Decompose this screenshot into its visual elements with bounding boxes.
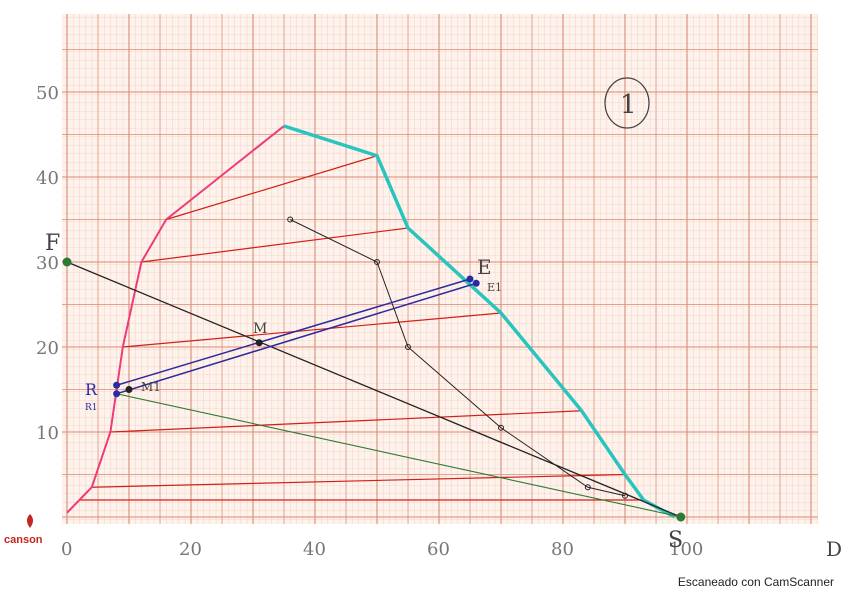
extract-branch <box>283 124 676 519</box>
tie-line <box>91 473 626 488</box>
tie-line <box>122 312 502 348</box>
x-tick-label: 40 <box>303 539 326 560</box>
x-tick-label: 100 <box>669 539 703 560</box>
feed-solvent-line <box>66 261 682 518</box>
point-F <box>62 257 72 267</box>
label-S: S <box>668 528 683 553</box>
aux-point <box>584 484 591 491</box>
auxiliary-points <box>287 216 628 499</box>
y-tick-label: 40 <box>36 168 59 189</box>
page-number: 1 <box>620 90 637 120</box>
points-layer <box>62 257 686 522</box>
canson-brand: canson <box>4 534 43 546</box>
label-E: E <box>477 255 492 279</box>
label-F: F <box>45 231 60 256</box>
point-M <box>255 339 263 347</box>
x-tick-label: 0 <box>61 539 72 560</box>
minor-grid <box>62 14 818 524</box>
point-E1 <box>472 279 480 287</box>
point-E <box>466 275 474 283</box>
y-tick-label: 20 <box>36 338 59 359</box>
y-tick-label: 50 <box>36 83 59 104</box>
label-M: M <box>253 321 267 337</box>
aux-point <box>374 259 380 265</box>
label-E1: E1 <box>487 281 502 294</box>
x-tick-label: 20 <box>179 539 202 560</box>
point-R <box>113 381 121 389</box>
x-tick-label: 60 <box>427 539 450 560</box>
r1-solvent-line <box>116 393 681 518</box>
y-tick-label: 30 <box>36 253 59 274</box>
label-M1: M1 <box>141 380 161 394</box>
scan-watermark: Escaneado con CamScanner <box>677 575 834 589</box>
axis-ticks: 0 20 40 60 80 100 10 20 30 40 50 <box>36 83 703 560</box>
label-R1: R1 <box>85 403 98 413</box>
tie-line <box>166 155 378 221</box>
major-grid <box>62 14 818 524</box>
aux-point <box>622 492 628 499</box>
tie-line <box>110 410 582 433</box>
x-tick-label: 80 <box>551 539 574 560</box>
canson-logo: canson <box>4 514 43 546</box>
y-tick-label: 10 <box>36 423 59 444</box>
raffinate-branch <box>66 125 285 514</box>
page-number-badge: 1 <box>604 77 650 129</box>
point-M1 <box>125 386 133 393</box>
point-S <box>676 512 686 522</box>
tie-line <box>141 227 409 263</box>
aux-point <box>287 216 294 223</box>
auxiliary-polyline <box>289 219 626 497</box>
operating-line-upper <box>116 278 471 386</box>
label-R: R <box>85 380 98 399</box>
label-D: D <box>826 537 842 561</box>
point-R1 <box>113 390 121 398</box>
operating-line-lower <box>116 282 477 395</box>
aux-point <box>405 344 411 350</box>
aux-point <box>498 424 504 431</box>
tie-lines <box>79 155 644 501</box>
